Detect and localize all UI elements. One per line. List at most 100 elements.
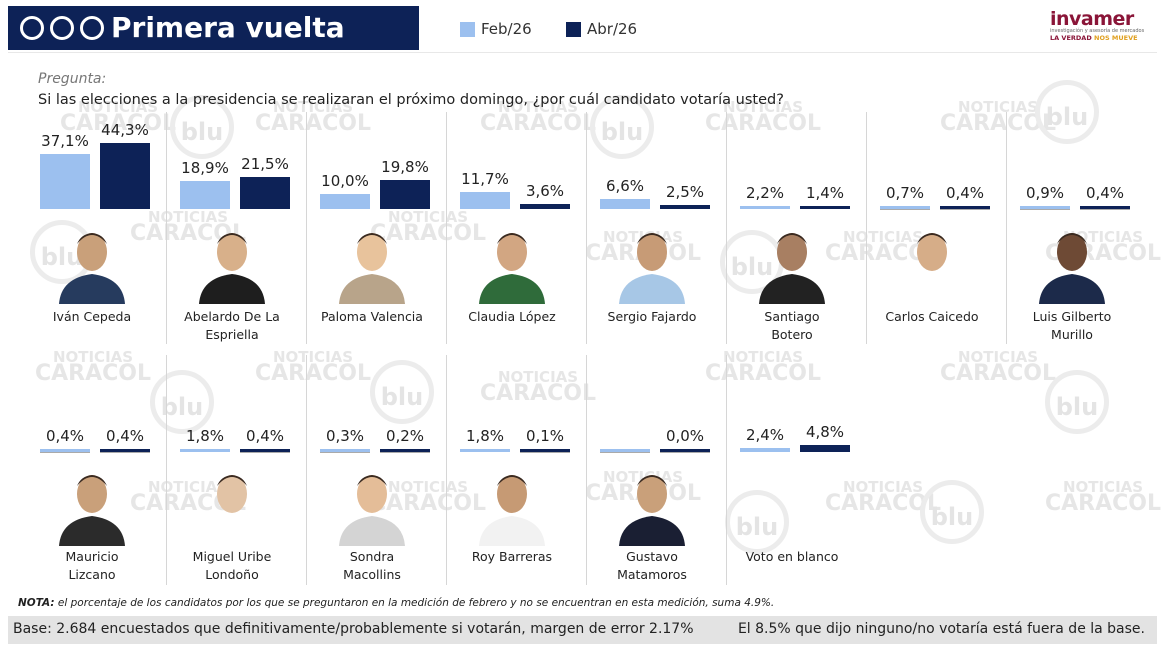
blue-dot-icon bbox=[50, 16, 74, 40]
column-separator bbox=[166, 112, 167, 344]
value-label-abr-7: 0,4% bbox=[1085, 184, 1125, 202]
candidate-name: Voto en blanco bbox=[745, 549, 839, 564]
value-label-abr-13: 4,8% bbox=[805, 422, 845, 441]
value-label-feb-6: 0,7% bbox=[885, 184, 925, 202]
candidate-name: Roy Barreras bbox=[471, 549, 553, 564]
column-separator bbox=[1006, 112, 1007, 344]
watermark-line2: CARACOL bbox=[705, 111, 822, 137]
candidate-photo bbox=[1037, 222, 1107, 304]
logo-tagline: LA VERDAD NOS MUEVE bbox=[1050, 34, 1138, 42]
watermark-line1: NOTICIAS bbox=[1062, 478, 1144, 496]
column-separator bbox=[446, 112, 447, 344]
bar-abr-2 bbox=[380, 179, 430, 209]
watermark-line1: NOTICIAS bbox=[52, 348, 134, 366]
bar-abr-10 bbox=[380, 449, 430, 452]
bar-feb-13 bbox=[740, 448, 790, 452]
yellow-dot-icon bbox=[20, 16, 44, 40]
watermark-line2: CARACOL bbox=[480, 381, 597, 407]
candidate-name: Santiago Botero bbox=[764, 309, 820, 342]
value-label-abr-12: 0,0% bbox=[665, 427, 705, 445]
top-divider bbox=[8, 52, 1157, 53]
value-label-abr-2: 19,8% bbox=[381, 157, 429, 176]
watermark-line1: NOTICIAS bbox=[497, 368, 579, 386]
candidate-photo bbox=[477, 222, 547, 304]
legend-feb-label: Feb/26 bbox=[481, 20, 532, 38]
legend-feb-swatch bbox=[460, 21, 475, 37]
bar-feb-10 bbox=[320, 449, 370, 452]
candidate-photo bbox=[897, 222, 967, 304]
bar-baseline bbox=[240, 452, 290, 453]
bar-abr-4 bbox=[660, 205, 710, 209]
candidate-photo bbox=[617, 464, 687, 546]
watermark-line2: CARACOL bbox=[480, 111, 597, 137]
candidate-photo bbox=[197, 464, 267, 546]
value-label-abr-11: 0,1% bbox=[525, 427, 565, 445]
candidate-name: Iván Cepeda bbox=[52, 309, 132, 324]
blu-radio-watermark: blu bbox=[1045, 370, 1109, 434]
column-separator bbox=[586, 355, 587, 585]
logo-subtitle: investigación y asesoría de mercados bbox=[1050, 28, 1145, 34]
candidate-photo bbox=[757, 222, 827, 304]
bar-abr-9 bbox=[240, 449, 290, 452]
candidate-name: Claudia López bbox=[468, 309, 556, 324]
value-label-feb-13: 2,4% bbox=[745, 426, 785, 445]
value-label-feb-1: 18,9% bbox=[181, 158, 229, 177]
bar-feb-7 bbox=[1020, 206, 1070, 209]
bar-baseline bbox=[520, 452, 570, 453]
value-label-abr-1: 21,5% bbox=[241, 154, 289, 173]
invamer-logo: invamer investigación y asesoría de merc… bbox=[1050, 8, 1150, 48]
legend-abr-swatch bbox=[566, 21, 581, 37]
value-label-feb-3: 11,7% bbox=[461, 169, 509, 188]
red-dot-icon bbox=[80, 16, 104, 40]
bar-abr-7 bbox=[1080, 206, 1130, 209]
value-label-abr-10: 0,2% bbox=[385, 427, 425, 445]
bar-abr-5 bbox=[800, 206, 850, 209]
footer-bar: Base: 2.684 encuestados que definitivame… bbox=[8, 616, 1157, 644]
blu-radio-watermark: blu bbox=[370, 360, 434, 424]
value-label-abr-0: 44,3% bbox=[101, 121, 149, 139]
candidate-name: Paloma Valencia bbox=[321, 309, 423, 324]
candidate-photo bbox=[57, 222, 127, 304]
candidate-name: Carlos Caicedo bbox=[885, 309, 979, 324]
value-label-feb-10: 0,3% bbox=[325, 427, 365, 445]
question-label: Pregunta: bbox=[38, 71, 107, 87]
bar-feb-1 bbox=[180, 180, 230, 209]
bar-feb-0 bbox=[40, 153, 90, 209]
watermark-line2: CARACOL bbox=[825, 491, 942, 517]
column-separator bbox=[306, 112, 307, 344]
title-banner: Primera vuelta bbox=[8, 6, 419, 50]
page-title: Primera vuelta bbox=[111, 11, 345, 44]
column-separator bbox=[866, 112, 867, 344]
candidate-name: Sondra Macollins bbox=[343, 549, 401, 582]
bar-abr-13 bbox=[800, 444, 850, 452]
watermark-line2: CARACOL bbox=[940, 361, 1057, 387]
bar-abr-11 bbox=[520, 449, 570, 452]
bar-baseline bbox=[660, 452, 710, 453]
legend-abr-label: Abr/26 bbox=[587, 20, 638, 38]
value-label-abr-9: 0,4% bbox=[245, 427, 285, 445]
candidate-photo bbox=[337, 464, 407, 546]
column-separator bbox=[166, 355, 167, 585]
watermark-line2: CARACOL bbox=[255, 111, 372, 137]
candidate-name: Miguel Uribe Londoño bbox=[192, 549, 272, 582]
value-label-feb-2: 10,0% bbox=[321, 172, 369, 191]
bar-feb-11 bbox=[460, 449, 510, 452]
column-separator bbox=[586, 112, 587, 344]
bar-feb-6 bbox=[880, 206, 930, 209]
watermark-line1: NOTICIAS bbox=[722, 348, 804, 366]
value-label-feb-8: 0,4% bbox=[45, 427, 85, 445]
candidate-photo bbox=[617, 222, 687, 304]
bar-abr-3 bbox=[520, 203, 570, 209]
candidate-photo bbox=[57, 464, 127, 546]
blu-radio-watermark: blu bbox=[725, 490, 789, 554]
bar-feb-5 bbox=[740, 205, 790, 209]
blu-radio-watermark: blu bbox=[920, 480, 984, 544]
footnote: NOTA: el porcentaje de los candidatos po… bbox=[18, 597, 775, 609]
